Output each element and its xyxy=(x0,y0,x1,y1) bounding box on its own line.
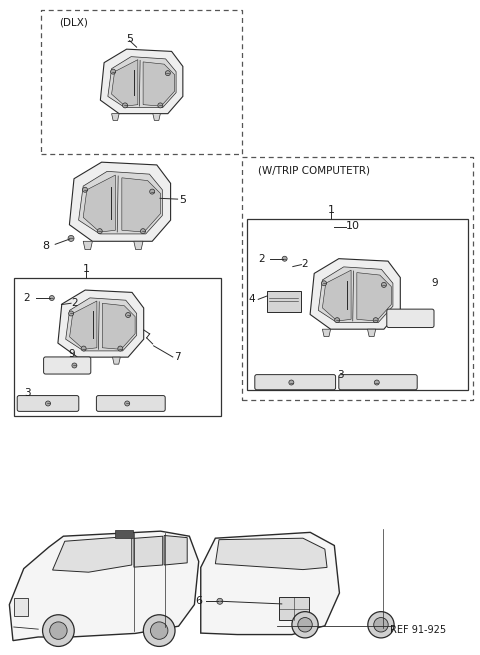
Polygon shape xyxy=(111,60,138,106)
Text: 3: 3 xyxy=(337,369,344,380)
Polygon shape xyxy=(70,301,97,349)
Circle shape xyxy=(125,401,130,406)
Text: 3: 3 xyxy=(24,388,31,398)
Circle shape xyxy=(81,346,86,351)
FancyBboxPatch shape xyxy=(96,396,165,411)
Circle shape xyxy=(382,282,386,288)
Polygon shape xyxy=(100,49,183,114)
Circle shape xyxy=(43,615,74,646)
Circle shape xyxy=(83,187,87,193)
FancyBboxPatch shape xyxy=(255,375,336,390)
FancyBboxPatch shape xyxy=(339,375,417,390)
Polygon shape xyxy=(323,329,331,337)
Circle shape xyxy=(158,103,163,108)
Circle shape xyxy=(368,612,394,638)
Text: 2: 2 xyxy=(23,293,30,303)
Bar xyxy=(115,530,132,538)
Polygon shape xyxy=(201,533,339,635)
Polygon shape xyxy=(153,114,160,121)
Polygon shape xyxy=(10,531,199,641)
Polygon shape xyxy=(83,175,115,232)
Text: 9: 9 xyxy=(69,348,75,359)
Polygon shape xyxy=(102,303,135,349)
Text: 1: 1 xyxy=(328,204,335,215)
Polygon shape xyxy=(318,267,393,323)
Circle shape xyxy=(373,318,378,323)
Polygon shape xyxy=(310,259,400,329)
Polygon shape xyxy=(70,357,77,364)
Circle shape xyxy=(374,618,388,632)
Circle shape xyxy=(126,312,131,318)
Bar xyxy=(247,219,468,390)
Polygon shape xyxy=(52,536,132,572)
Circle shape xyxy=(110,69,116,74)
Circle shape xyxy=(49,295,54,301)
Text: 5: 5 xyxy=(126,34,133,45)
Circle shape xyxy=(144,615,175,646)
Circle shape xyxy=(97,229,102,234)
Text: 2: 2 xyxy=(71,297,78,308)
Text: 2: 2 xyxy=(258,253,265,264)
Circle shape xyxy=(335,318,340,323)
Circle shape xyxy=(68,235,74,242)
Polygon shape xyxy=(134,241,143,250)
Bar xyxy=(14,278,221,416)
Polygon shape xyxy=(323,270,351,321)
Polygon shape xyxy=(58,290,144,357)
Circle shape xyxy=(217,598,223,605)
Circle shape xyxy=(374,380,379,385)
Text: 6: 6 xyxy=(196,596,203,607)
Text: 4: 4 xyxy=(249,294,255,305)
FancyBboxPatch shape xyxy=(44,357,91,374)
Text: 9: 9 xyxy=(431,278,438,288)
Polygon shape xyxy=(357,272,391,321)
Circle shape xyxy=(292,612,318,638)
Bar xyxy=(267,291,301,312)
Text: 5: 5 xyxy=(179,195,186,205)
Text: (W/TRIP COMPUTETR): (W/TRIP COMPUTETR) xyxy=(258,165,371,175)
Text: 2: 2 xyxy=(301,259,308,269)
Text: REF 91-925: REF 91-925 xyxy=(390,625,445,635)
Polygon shape xyxy=(70,162,170,241)
Circle shape xyxy=(289,380,294,385)
Polygon shape xyxy=(112,357,120,364)
Bar xyxy=(279,597,310,620)
Bar xyxy=(14,598,28,616)
Text: 1: 1 xyxy=(83,263,90,274)
Circle shape xyxy=(72,363,77,368)
Text: 10: 10 xyxy=(346,221,360,231)
Circle shape xyxy=(282,256,287,261)
Circle shape xyxy=(165,71,170,75)
Polygon shape xyxy=(108,56,176,107)
Text: 7: 7 xyxy=(174,352,181,362)
Circle shape xyxy=(150,189,155,194)
Polygon shape xyxy=(79,172,162,234)
Circle shape xyxy=(69,311,73,316)
Text: 8: 8 xyxy=(42,240,49,251)
Circle shape xyxy=(298,618,312,632)
Polygon shape xyxy=(216,538,327,570)
Polygon shape xyxy=(122,178,160,232)
Circle shape xyxy=(118,346,123,351)
Polygon shape xyxy=(164,536,187,565)
FancyBboxPatch shape xyxy=(387,309,434,328)
Circle shape xyxy=(122,103,128,108)
Polygon shape xyxy=(143,62,175,106)
Circle shape xyxy=(46,401,50,406)
Circle shape xyxy=(322,281,326,286)
Polygon shape xyxy=(111,114,119,121)
Polygon shape xyxy=(83,241,92,250)
Circle shape xyxy=(50,622,67,639)
Polygon shape xyxy=(368,329,376,337)
Circle shape xyxy=(151,622,168,639)
Polygon shape xyxy=(66,298,137,351)
Polygon shape xyxy=(134,536,163,567)
FancyBboxPatch shape xyxy=(17,396,79,411)
Circle shape xyxy=(141,229,145,234)
Text: (DLX): (DLX) xyxy=(59,18,88,28)
